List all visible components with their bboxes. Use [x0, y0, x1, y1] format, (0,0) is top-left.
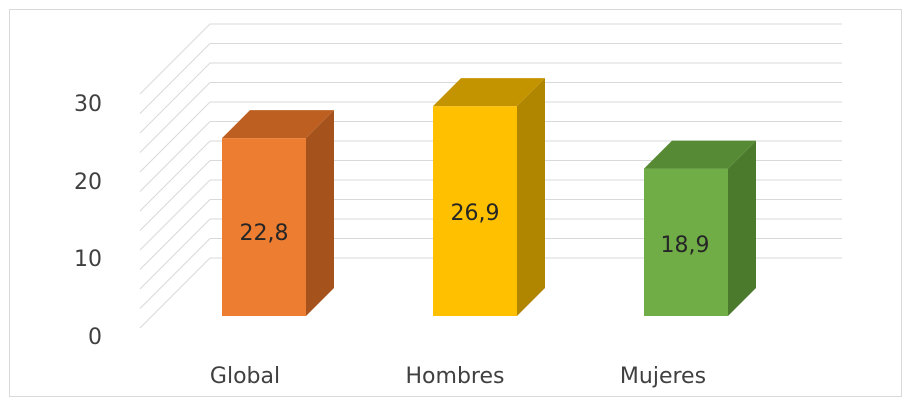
grid-line-side: [139, 121, 211, 192]
bar-front-face: [222, 138, 306, 316]
grid-line-side: [139, 238, 211, 309]
bar-top-face: [433, 78, 545, 107]
chart-frame: [9, 9, 902, 397]
grid-line-side: [139, 218, 211, 290]
bar: [644, 140, 756, 316]
y-tick-label: 0: [88, 325, 102, 350]
grid-line-side: [139, 23, 211, 95]
grid-line-side: [139, 62, 211, 134]
grid-line-side: [139, 160, 211, 231]
bars: [222, 78, 756, 317]
data-label: 22,8: [240, 221, 289, 246]
bar-top-face: [644, 140, 756, 169]
bar-front-face: [644, 168, 728, 316]
grid-line-side: [139, 199, 211, 270]
x-category-label: Global: [210, 364, 280, 389]
grid-line-side: [139, 43, 211, 114]
data-label: 18,9: [661, 233, 710, 258]
bar-top-face: [222, 110, 334, 139]
bar-side-face: [728, 140, 756, 316]
y-tick-label: 20: [74, 170, 102, 195]
bar: [222, 110, 334, 316]
data-label: 26,9: [451, 201, 500, 226]
x-category-label: Mujeres: [620, 364, 706, 389]
grid-line-side: [139, 179, 211, 251]
x-category-label: Hombres: [406, 364, 505, 389]
bar-front-face: [433, 106, 517, 317]
bar: [433, 78, 545, 317]
data-labels: 22,8 26,9 18,9: [240, 201, 710, 258]
y-tick-label: 30: [74, 92, 102, 117]
grid-line-side: [139, 101, 211, 173]
bar-side-face: [306, 110, 334, 316]
x-axis: Global Hombres Mujeres: [210, 364, 706, 389]
bar-side-face: [517, 78, 545, 317]
y-axis: 0 10 20 30: [74, 92, 102, 350]
grid-line-side: [139, 257, 211, 329]
grid-line-side: [139, 82, 211, 153]
grid-line-side: [139, 140, 211, 212]
y-tick-label: 10: [74, 247, 102, 272]
